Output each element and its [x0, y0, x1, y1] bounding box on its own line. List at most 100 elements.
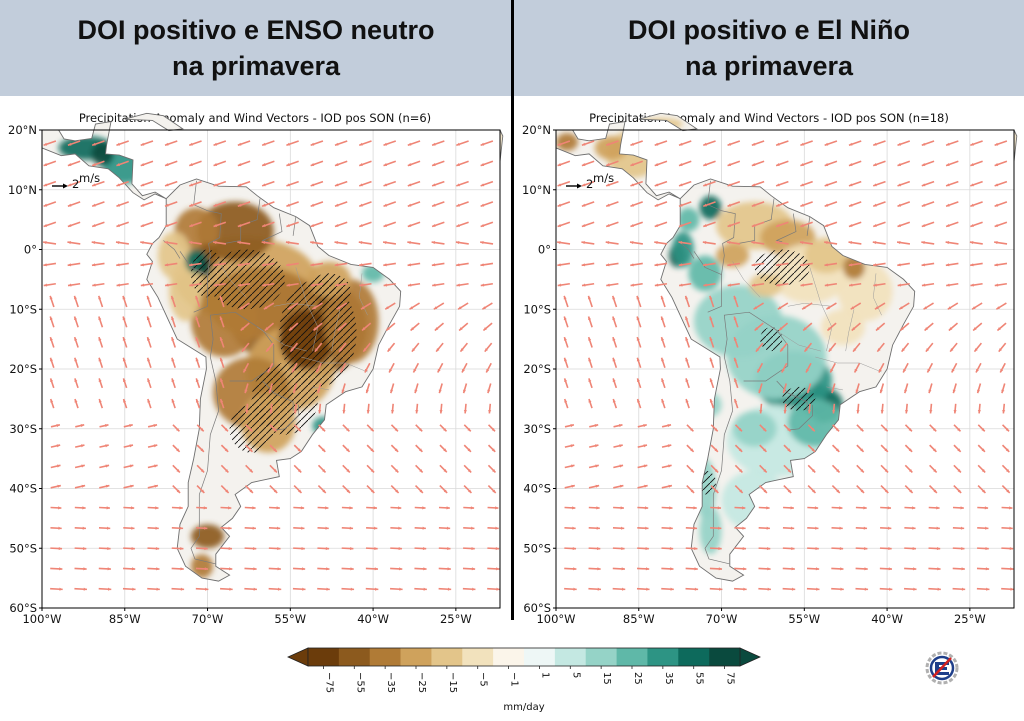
wind-arrow — [875, 322, 886, 332]
anomaly-patch — [190, 554, 214, 579]
wind-arrow — [74, 567, 87, 571]
lat-tick-label: 40°S — [9, 482, 37, 496]
wind-arrow — [923, 302, 934, 310]
wind-arrow — [487, 506, 499, 510]
wind-arrow — [1002, 403, 1006, 414]
wind-arrow — [431, 140, 445, 147]
wind-arrow — [310, 240, 324, 245]
wind-arrow — [293, 485, 303, 494]
wind-arrow — [824, 180, 838, 187]
wind-arrow — [98, 398, 104, 409]
wind-arrow — [589, 424, 599, 428]
lon-tick-label: 85°W — [623, 612, 655, 626]
wind-arrow — [147, 444, 158, 448]
wind-arrow — [289, 342, 299, 353]
wind-arrow — [605, 262, 619, 267]
wind-arrow — [880, 464, 889, 473]
wind-arrow — [171, 567, 184, 571]
wind-arrow — [455, 240, 469, 245]
wind-arrow — [317, 567, 330, 571]
wind-arrow — [415, 464, 424, 473]
wind-arrow — [269, 444, 278, 453]
wind-arrow — [563, 336, 569, 348]
wind-arrow — [67, 180, 81, 187]
wind-arrow — [91, 240, 105, 245]
wind-arrow — [286, 201, 299, 207]
wind-arrow — [589, 444, 599, 448]
wind-arrow — [855, 383, 860, 394]
wind-arrow — [637, 506, 649, 510]
wind-arrow — [1001, 546, 1014, 551]
wind-arrow — [563, 316, 569, 328]
colorbar: −75 −55 −35 −25 −15 −5 −1 1 5 15 25 35 55 75 mm/day — [286, 646, 762, 716]
wind-arrow — [140, 221, 154, 228]
wind-arrow — [734, 464, 743, 473]
wind-arrow — [557, 221, 571, 228]
wind-arrow — [904, 444, 913, 453]
wind-arrow — [261, 201, 275, 207]
state-line — [787, 303, 832, 307]
wind-arrow — [994, 180, 1008, 187]
wind-arrow — [685, 336, 690, 348]
wind-arrow — [734, 485, 744, 494]
wind-arrow — [122, 398, 128, 409]
wind-arrow — [43, 221, 57, 228]
wind-arrow — [171, 587, 185, 591]
wind-arrow — [431, 240, 445, 245]
wind-arrow — [219, 398, 225, 409]
wind-arrow — [318, 403, 322, 414]
wind-arrow — [170, 295, 177, 308]
wind-arrow — [953, 424, 962, 432]
wind-arrow — [414, 546, 427, 551]
wind-arrow — [438, 587, 452, 591]
wind-arrow — [387, 342, 396, 353]
wind-arrow — [220, 567, 233, 571]
lat-tick-label: 20°S — [9, 362, 37, 376]
wind-arrow — [872, 140, 886, 147]
wind-arrow — [237, 180, 251, 187]
wind-arrow — [463, 485, 472, 494]
wind-arrow — [636, 295, 642, 308]
lat-tick-label: 10°N — [522, 183, 551, 197]
wind-arrow — [709, 336, 715, 348]
wind-arrow — [637, 444, 648, 448]
wind-arrow — [564, 587, 577, 591]
anomaly-patch — [732, 410, 777, 447]
wind-arrow — [685, 506, 697, 510]
colorbar-swatch — [647, 648, 679, 666]
wind-arrow — [727, 201, 741, 207]
wind-arrow — [807, 444, 816, 453]
wind-arrow — [971, 302, 983, 310]
colorbar-swatch — [400, 648, 432, 666]
colorbar-tick-label: −55 — [354, 672, 365, 693]
wind-arrow — [358, 140, 372, 147]
anomaly-patch — [699, 195, 722, 220]
wind-arrow — [678, 282, 692, 287]
wind-arrow — [463, 464, 472, 473]
wind-arrow — [781, 362, 788, 373]
wind-arrow — [801, 302, 813, 310]
wind-arrow — [928, 506, 940, 510]
wind-arrow — [878, 362, 885, 373]
wind-arrow — [925, 342, 934, 353]
wind-arrow — [366, 403, 370, 414]
wind-arrow — [1001, 383, 1006, 394]
wind-arrow — [848, 160, 862, 167]
lat-tick-label: 60°S — [523, 601, 551, 615]
wind-arrow — [904, 526, 916, 530]
wind-arrow — [172, 485, 181, 494]
wind-arrow — [928, 485, 938, 494]
wind-arrow — [244, 546, 257, 551]
state-line — [218, 261, 247, 298]
wind-arrow — [147, 464, 158, 469]
wind-arrow — [73, 316, 79, 328]
wind-arrow — [171, 546, 184, 551]
wind-arrow — [383, 201, 397, 207]
wind-arrow — [848, 180, 862, 187]
wind-arrow — [390, 383, 395, 394]
wind-arrow — [897, 140, 911, 147]
wind-arrow — [806, 383, 812, 394]
wind-key: 2 m/s — [566, 171, 614, 191]
wind-arrow — [686, 444, 695, 453]
wind-arrow — [407, 282, 421, 287]
